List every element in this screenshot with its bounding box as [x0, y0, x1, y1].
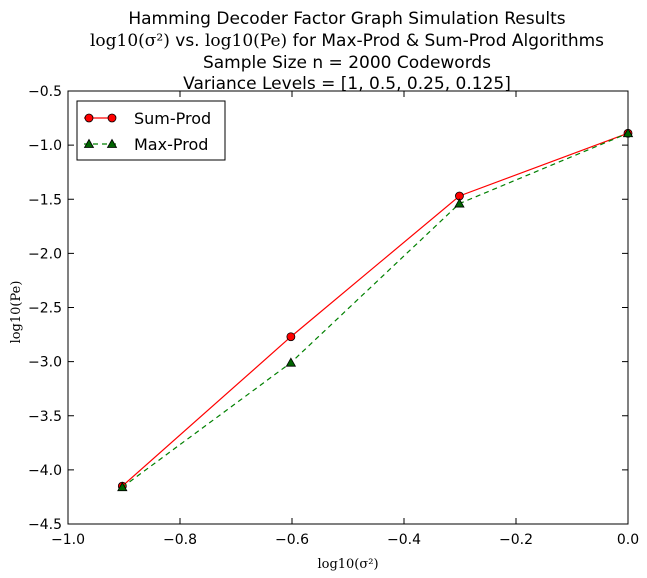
y-tick-label: −0.5 [28, 84, 62, 100]
y-tick-label: −1.5 [28, 192, 62, 208]
data-point-max-prod [117, 481, 128, 492]
title-math-x: log10(σ²) [90, 31, 170, 51]
series-max-prod [117, 127, 634, 492]
title-vs: vs. [170, 31, 205, 51]
y-tick-label: −2.0 [28, 246, 62, 262]
legend-marker-max-prod [83, 138, 95, 148]
y-tick-labels: −4.5 −4.0 −3.5 −3.0 −2.5 −2.0 −1.5 −1.0 −0.5 [28, 84, 62, 533]
x-axis-label: log10(σ²) [317, 557, 378, 572]
chart-title: Hamming Decoder Factor Graph Simulation … [90, 9, 604, 94]
legend: Sum-Prod Max-Prod [76, 100, 226, 161]
y-tick-label: −3.5 [28, 409, 62, 425]
axis-ticks [67, 90, 629, 525]
title-math-y: log10(Pe) [205, 31, 287, 51]
y-axis-label: log10(Pe) [9, 281, 24, 344]
data-point-max-prod [285, 357, 297, 367]
series-layer [117, 127, 634, 492]
y-tick-label: −3.0 [28, 355, 62, 371]
legend-marker-sum-prod [107, 113, 117, 123]
x-tick-labels: −1.0 −0.8 −0.6 −0.4 −0.2 0.0 [51, 532, 639, 548]
legend-marker-max-prod [106, 138, 118, 148]
series-line-max-prod [121, 132, 629, 488]
legend-label-sum-prod: Sum-Prod [134, 109, 211, 128]
data-point-max-prod [454, 198, 465, 208]
x-tick-label: −0.8 [163, 532, 197, 548]
data-point-max-prod [622, 127, 634, 138]
title-line-2: log10(σ²) vs. log10(Pe) for Max-Prod & S… [90, 31, 604, 51]
x-tick-label: −0.4 [387, 532, 421, 548]
title-line-3: Sample Size n = 2000 Codewords [203, 53, 491, 73]
legend-label-max-prod: Max-Prod [134, 135, 208, 154]
title-line-4: Variance Levels = [1, 0.5, 0.25, 0.125] [183, 74, 511, 94]
x-tick-label: −0.6 [275, 532, 309, 548]
y-tick-label: −2.5 [28, 301, 62, 317]
legend-entry-max-prod: Max-Prod [83, 135, 208, 154]
legend-box [76, 100, 226, 161]
x-tick-label: −1.0 [51, 532, 85, 548]
y-tick-label: −1.0 [28, 138, 62, 154]
data-point-sum-prod [286, 332, 296, 342]
title-rest: for Max-Prod & Sum-Prod Algorithms [287, 31, 604, 51]
y-tick-label: −4.5 [28, 517, 62, 533]
legend-marker-sum-prod [84, 113, 94, 123]
series-line-sum-prod [121, 132, 629, 487]
series-sum-prod [117, 128, 633, 491]
y-tick-label: −4.0 [28, 463, 62, 479]
x-tick-label: −0.2 [499, 532, 533, 548]
legend-entry-sum-prod: Sum-Prod [84, 109, 211, 128]
x-tick-label: 0.0 [617, 532, 639, 548]
title-line-1: Hamming Decoder Factor Graph Simulation … [128, 9, 565, 29]
